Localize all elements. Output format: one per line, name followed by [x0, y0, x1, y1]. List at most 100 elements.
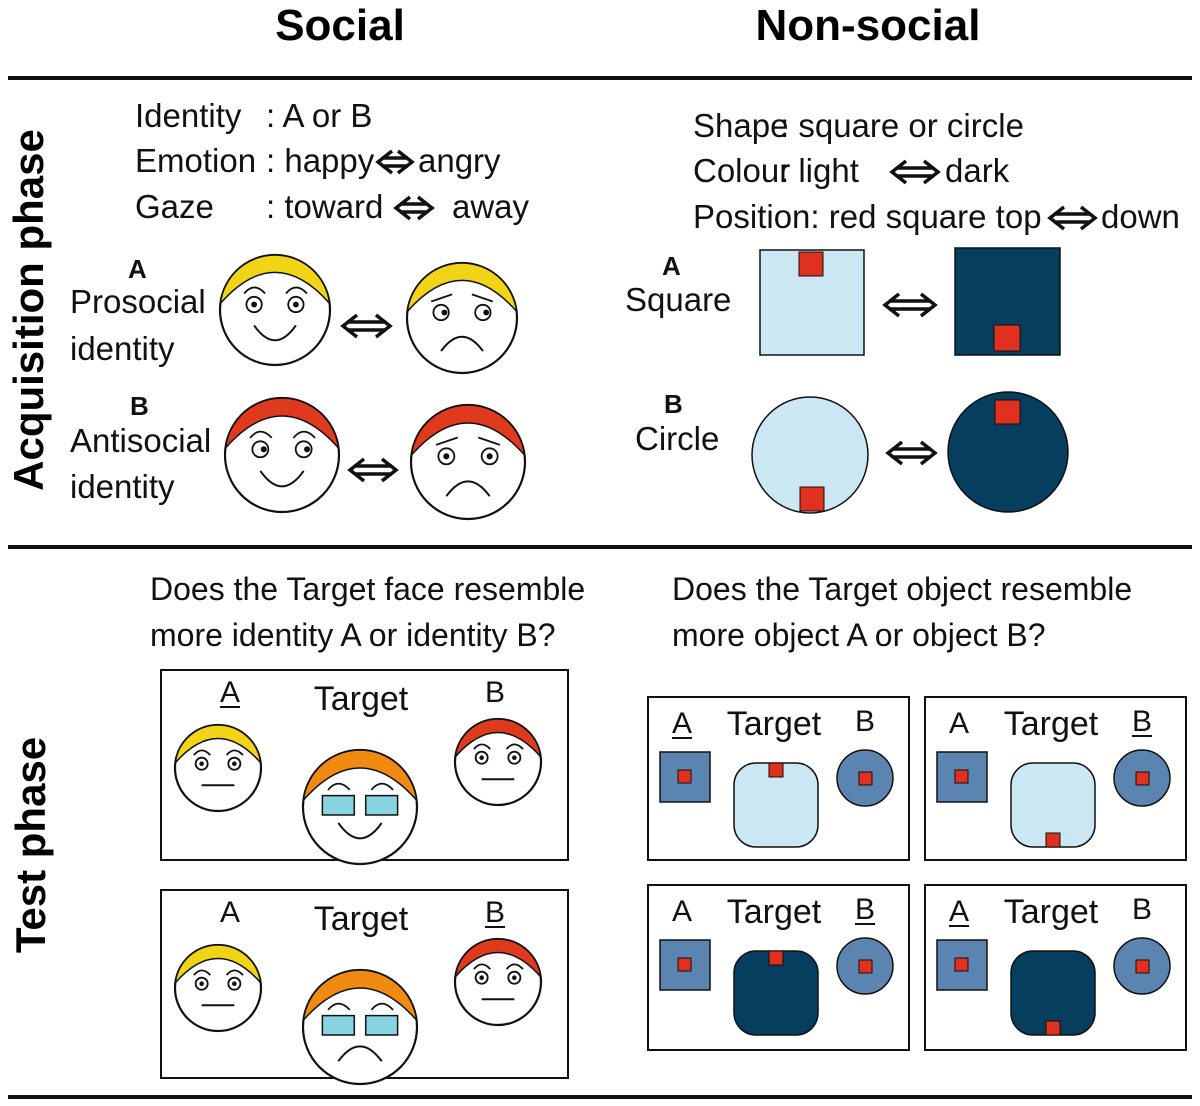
face [218, 253, 332, 367]
eye [474, 303, 492, 322]
glasses-lens [364, 794, 399, 816]
test-questions: Does the Target face resemble more ident… [150, 571, 1132, 653]
glasses-lens [364, 1014, 399, 1036]
label-a: A [949, 707, 969, 740]
hair [454, 718, 542, 760]
hair [406, 262, 518, 314]
eyebrow [225, 969, 244, 976]
circle-light [751, 396, 869, 514]
position-to: down [1101, 198, 1180, 235]
object-b-letter: B [664, 389, 683, 419]
pupil [441, 309, 448, 316]
hair [224, 397, 340, 451]
eyebrow [249, 430, 273, 439]
eyebrow [505, 963, 524, 970]
identity-value: : A or B [266, 97, 372, 134]
label-a: A [220, 896, 240, 929]
pupil [232, 761, 237, 766]
eyebrow [505, 743, 524, 750]
gaze-from: : toward [266, 188, 383, 225]
object-a-name: Square [625, 281, 731, 318]
identity-b-line1: Antisocial [70, 422, 211, 459]
red-square [954, 957, 969, 972]
pupil [232, 981, 237, 986]
label-a: A [949, 895, 969, 928]
mouth [337, 1045, 383, 1062]
nonsocial-trial-panel: A Target B [924, 696, 1187, 861]
double-arrow-icon [375, 149, 415, 175]
red-square [768, 762, 784, 778]
red-square [1135, 959, 1150, 974]
pupil [199, 761, 204, 766]
arrow-path [882, 292, 938, 318]
mouth [337, 822, 383, 840]
eyebrow [327, 1002, 351, 1011]
glasses-lens [321, 794, 356, 816]
pupil [479, 755, 484, 760]
pupil [199, 981, 204, 986]
eye [432, 303, 450, 322]
double-arrow-icon [885, 440, 938, 466]
hair [219, 254, 331, 306]
hair [454, 938, 542, 980]
nonsocial-question-line2: more object A or object B? [672, 617, 1046, 653]
face [453, 937, 543, 1027]
nonsocial-attributes: Shape : square or circle Colour : light … [693, 107, 1180, 235]
identity-a-letter: A [128, 254, 147, 284]
colour-from: : light [780, 152, 859, 189]
label-b: B [855, 893, 875, 926]
red-square [1135, 771, 1150, 786]
nonsocial-trial-panel: A Target B [924, 884, 1187, 1051]
eyebrow [193, 749, 211, 756]
face [173, 723, 263, 813]
arrow-path [347, 457, 399, 483]
double-arrow-icon [340, 313, 393, 339]
pupil [483, 309, 490, 316]
shape-value: : square or circle [780, 107, 1024, 144]
eyebrow [435, 436, 459, 446]
label-a: A [672, 707, 692, 740]
eyebrow [285, 286, 308, 295]
arrow-path [393, 195, 435, 221]
double-arrow-icon [347, 457, 399, 483]
emotion-to: angry [418, 142, 501, 179]
label-target: Target [1004, 893, 1099, 931]
circle-dark [947, 391, 1069, 513]
arrow-path [1047, 205, 1098, 231]
colour-label: Colour [693, 152, 790, 189]
gaze-to: away [452, 188, 530, 225]
eyebrow [473, 743, 491, 750]
drawings: A Target B A Target B A Target B A Target B A Target B… [160, 149, 1187, 1086]
arrow-path [340, 313, 393, 339]
face [453, 717, 543, 807]
eye [294, 440, 313, 459]
social-trial-panel: A Target B [160, 889, 569, 1086]
object-a-letter: A [662, 251, 681, 281]
eyebrow [370, 782, 394, 791]
red-square [677, 769, 692, 784]
pupil [304, 446, 311, 453]
hair [302, 749, 418, 803]
colour-to: dark [945, 152, 1010, 189]
red-square [858, 771, 873, 786]
label-target: Target [727, 705, 822, 743]
gaze-label: Gaze [135, 188, 214, 225]
header-nonsocial: Non-social [756, 1, 981, 50]
double-arrow-icon [889, 159, 941, 185]
mouth [259, 470, 305, 488]
eyebrow [471, 293, 494, 303]
social-question-line1: Does the Target face resemble [150, 571, 585, 607]
label-b: B [485, 896, 505, 929]
hair [174, 724, 262, 766]
identity-a-line1: Prosocial [70, 283, 206, 320]
red-square [768, 950, 784, 966]
eyebrow [193, 969, 211, 976]
face [409, 403, 527, 521]
label-b: B [855, 705, 875, 738]
mouth [445, 480, 491, 497]
pupil [260, 446, 267, 453]
double-arrow-icon [1047, 205, 1098, 231]
arrow-path [885, 440, 938, 466]
label-b: B [1132, 893, 1152, 926]
